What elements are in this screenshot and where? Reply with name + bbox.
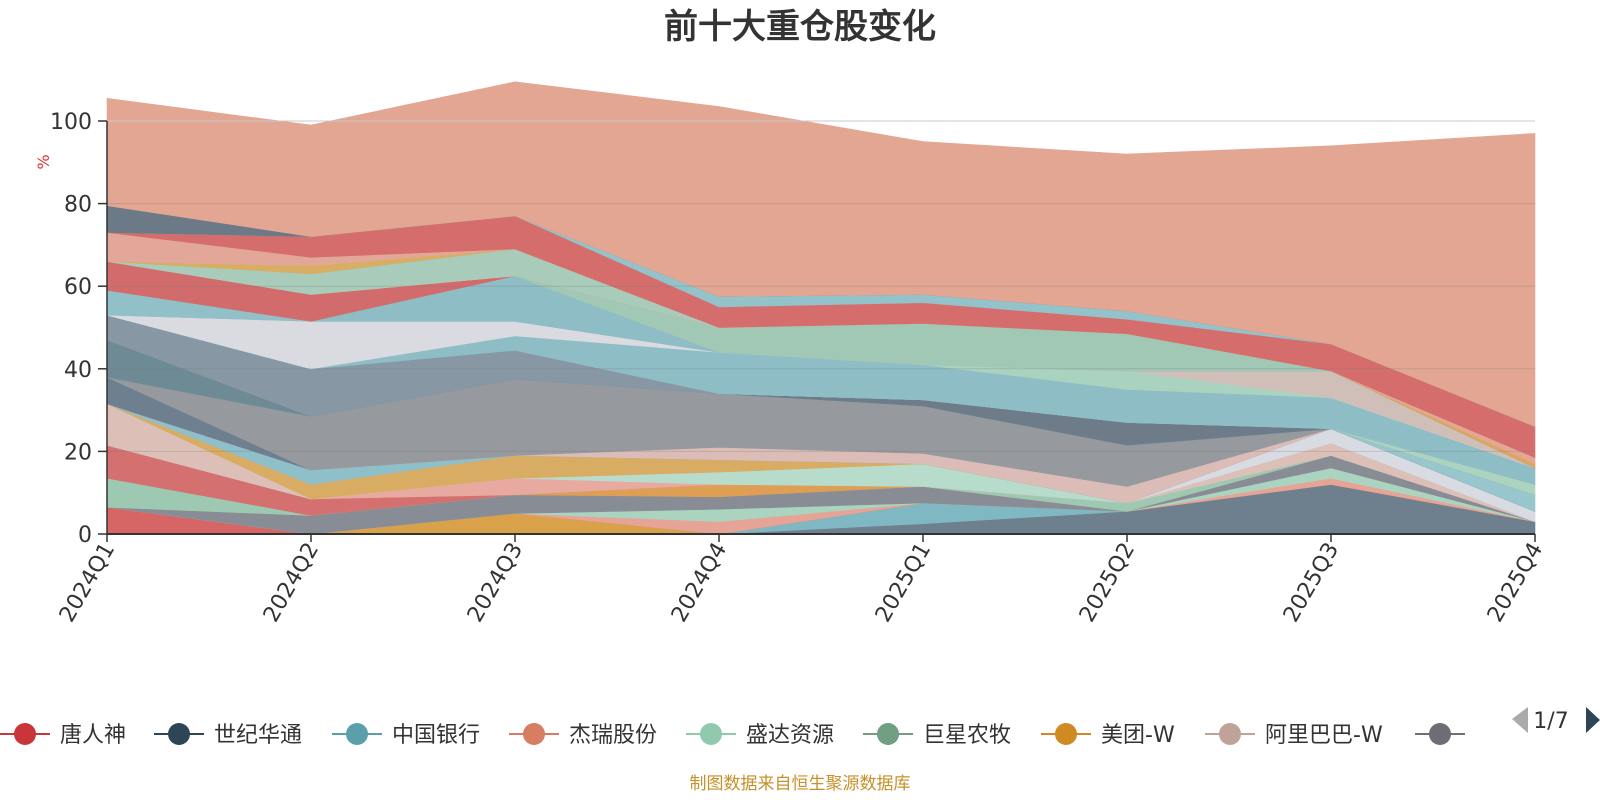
y-tick-label-0: 0	[78, 523, 92, 548]
x-tick-label-2024Q4: 2024Q4	[667, 539, 732, 627]
legend-marker-icon	[168, 723, 190, 745]
legend-marker-icon	[1429, 723, 1451, 745]
x-tick-label-2024Q3: 2024Q3	[463, 539, 528, 627]
legend-pager: 1/7	[1512, 707, 1600, 734]
legend-item-5[interactable]: 盛达资源	[686, 723, 834, 748]
data-source: 制图数据来自恒生聚源数据库	[690, 774, 911, 794]
x-tick-label-2024Q1: 2024Q1	[55, 539, 120, 627]
legend-prev-page-icon[interactable]	[1512, 707, 1528, 733]
chart-title: 前十大重仓股变化	[664, 7, 936, 47]
legend-item-6[interactable]: 巨星农牧	[863, 723, 1011, 748]
y-tick-label-100: 100	[50, 110, 92, 135]
y-tick-label-80: 80	[64, 193, 92, 218]
legend-item-4[interactable]: 杰瑞股份	[509, 723, 657, 748]
legend: 唐人神 世纪华通 中国银行 杰瑞股份 盛达资源 巨星农牧 美团-W 阿里巴巴-W	[0, 723, 1465, 748]
area-layers	[106, 81, 1536, 535]
legend-label: 世纪华通	[214, 723, 302, 748]
legend-item-7[interactable]: 美团-W	[1041, 723, 1175, 748]
y-tick-label-60: 60	[64, 275, 92, 300]
legend-label: 中国银行	[392, 723, 480, 748]
area-series-45	[106, 81, 1536, 427]
legend-marker-icon	[700, 723, 722, 745]
legend-item-9[interactable]	[1415, 723, 1465, 745]
legend-page-label: 1/7	[1533, 709, 1568, 734]
legend-item-8[interactable]: 阿里巴巴-W	[1205, 723, 1383, 748]
y-tick-label-40: 40	[64, 358, 92, 383]
legend-items: 唐人神 世纪华通 中国银行 杰瑞股份 盛达资源 巨星农牧 美团-W 阿里巴巴-W	[0, 723, 1465, 748]
y-tick-label-20: 20	[64, 440, 92, 465]
x-tick-label-2025Q1: 2025Q1	[871, 539, 936, 627]
legend-label: 巨星农牧	[923, 723, 1011, 748]
legend-marker-icon	[1055, 723, 1077, 745]
legend-item-1[interactable]: 唐人神	[0, 723, 126, 748]
legend-label: 盛达资源	[746, 723, 834, 748]
legend-marker-icon	[346, 723, 368, 745]
x-tick-label-2024Q2: 2024Q2	[259, 539, 324, 627]
x-tick-label-2025Q4: 2025Q4	[1483, 539, 1548, 627]
y-axis-unit: %	[34, 154, 53, 169]
legend-label: 唐人神	[60, 723, 126, 748]
legend-marker-icon	[877, 723, 899, 745]
legend-label: 杰瑞股份	[569, 723, 657, 748]
legend-label: 美团-W	[1101, 723, 1175, 748]
grid-lines	[107, 120, 1535, 452]
legend-marker-icon	[14, 723, 36, 745]
legend-item-3[interactable]: 中国银行	[332, 723, 480, 748]
legend-item-2[interactable]: 世纪华通	[154, 723, 302, 748]
legend-marker-icon	[523, 723, 545, 745]
x-tick-label-2025Q2: 2025Q2	[1075, 539, 1140, 627]
legend-marker-icon	[1219, 723, 1241, 745]
legend-label: 阿里巴巴-W	[1265, 723, 1383, 748]
legend-next-page-icon[interactable]	[1586, 707, 1600, 733]
x-tick-label-2025Q3: 2025Q3	[1279, 539, 1344, 627]
